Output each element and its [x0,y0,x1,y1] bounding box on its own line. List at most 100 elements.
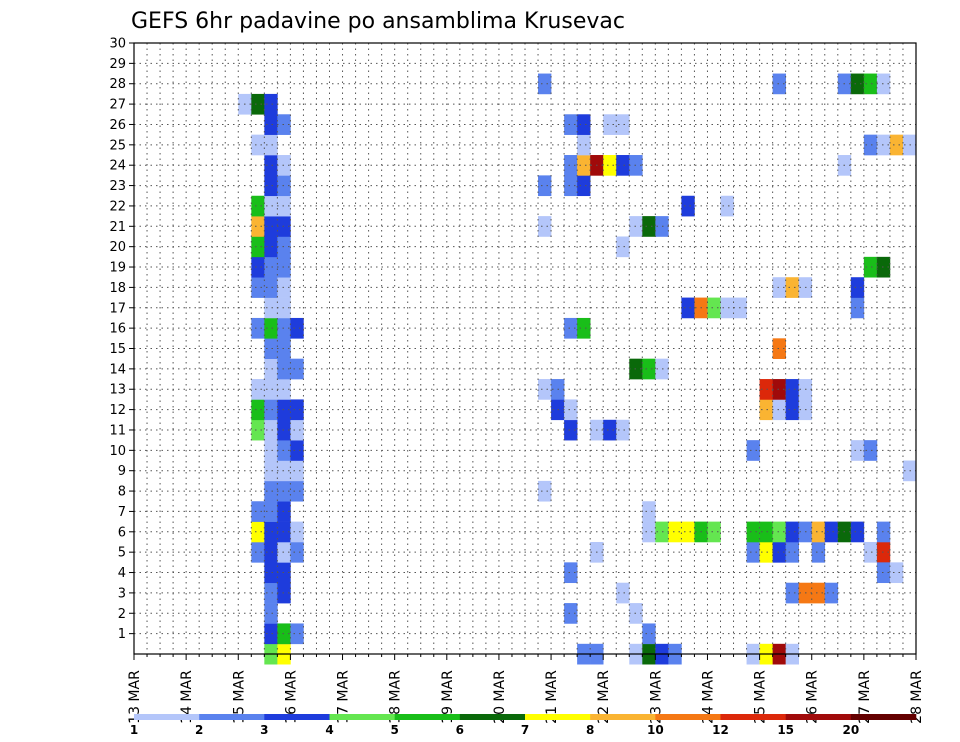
heatmap-cell [850,521,865,543]
heatmap-cell [603,419,617,441]
heatmap-cell [277,297,291,319]
heatmap-cell [264,480,278,502]
colorbar-label: 5 [390,723,398,737]
heatmap-cell [277,175,291,197]
heatmap-cell [785,379,799,400]
heatmap-cell [759,541,773,563]
y-tick-label: 26 [109,118,126,133]
heatmap-cell [616,155,630,176]
heatmap-cell [538,379,552,400]
heatmap-cell [642,501,656,522]
colorbar-label: 12 [712,723,729,737]
heatmap-cell [616,582,630,604]
heatmap-cell [538,175,552,197]
heatmap-cell [251,541,265,563]
heatmap-cell [277,195,291,217]
heatmap-cell [772,73,786,95]
x-tick-label: 13 MAR [127,670,143,724]
heatmap-cell [707,521,721,543]
heatmap-cell [785,399,799,421]
heatmap-cell [616,114,630,135]
heatmap-cell [277,501,291,522]
heatmap-cell [564,155,578,176]
heatmap-cell [264,195,278,217]
heatmap-cell [290,317,304,339]
heatmap-cell [863,134,878,156]
colorbar-swatch [655,714,721,720]
heatmap-cell [811,541,826,563]
heatmap-cell [824,582,839,604]
colorbar-label: 10 [647,723,664,737]
heatmap-cell [277,236,291,258]
x-tick-label: 16 MAR [283,670,299,724]
heatmap-cell [264,277,278,298]
colorbar-swatch [720,714,786,720]
x-axis: 13 MAR 14 MAR 15 MAR 16 MAR 17 MAR 18 MAR 19 M… [127,654,925,724]
heatmap-cell [277,460,291,482]
heatmap-cell [603,114,617,135]
heatmap-cell [290,358,304,380]
heatmap-cell [850,277,865,298]
x-tick-label: 19 MAR [440,670,456,724]
heatmap-cell [277,480,291,502]
heatmap-cell [277,155,291,176]
chart-title: GEFS 6hr padavine po ansamblima Krusevac [131,9,625,34]
heatmap-cell [264,155,278,176]
heatmap-cell [264,256,278,278]
grid-lines [134,43,916,654]
heatmap-cell [264,216,278,237]
heatmap-cell [564,399,578,421]
x-tick-label: 18 MAR [388,670,404,724]
heatmap-cell [876,541,891,563]
heatmap-cell [277,562,291,584]
heatmap-cell [668,521,682,543]
heatmap-cell [889,562,904,584]
heatmap-cell [277,317,291,339]
x-tick-label: 14 MAR [179,670,195,724]
y-tick-label: 23 [109,179,126,194]
heatmap-cell [251,216,265,237]
heatmap-cell [564,114,578,135]
colorbar-swatch [590,714,656,720]
heatmap-cell [290,440,304,461]
heatmap-cell [876,256,891,278]
heatmap-cell [720,195,734,217]
x-tick-label: 28 MAR [909,670,925,724]
heatmap-cell [577,317,591,339]
heatmap-cell [720,297,734,319]
colorbar-swatch [329,714,395,720]
heatmap-cell [277,541,291,563]
heatmap-cell [277,256,291,278]
x-tick-label: 23 MAR [648,670,664,724]
y-tick-label: 12 [109,403,126,418]
y-tick-label: 30 [109,37,126,52]
heatmap-cell [251,521,265,543]
heatmap-cell [264,501,278,522]
heatmap-cell [863,541,878,563]
heatmap-cell [538,480,552,502]
heatmap-cell [538,216,552,237]
colorbar-swatch [850,714,917,720]
heatmap-cell [264,582,278,604]
y-tick-label: 19 [109,261,126,276]
y-tick-label: 25 [109,138,126,153]
y-tick-label: 27 [109,98,126,113]
y-tick-label: 24 [109,159,126,174]
heatmap-cell [277,216,291,237]
heatmap-cell [277,277,291,298]
heatmap-cell [772,277,786,298]
heatmap-cell [290,623,304,645]
heatmap-cell [264,358,278,380]
heatmap-cell [824,521,839,543]
heatmap-cell [564,419,578,441]
colorbar-label: 1 [130,723,138,737]
heatmap-cell [290,521,304,543]
heatmap-cell [264,236,278,258]
heatmap-cells [238,73,917,665]
heatmap-cell [251,317,265,339]
colorbar-swatch [199,714,265,720]
heatmap-cell [251,501,265,522]
heatmap-cell [564,175,578,197]
heatmap-cell [746,541,760,563]
y-tick-label: 2 [118,607,126,622]
